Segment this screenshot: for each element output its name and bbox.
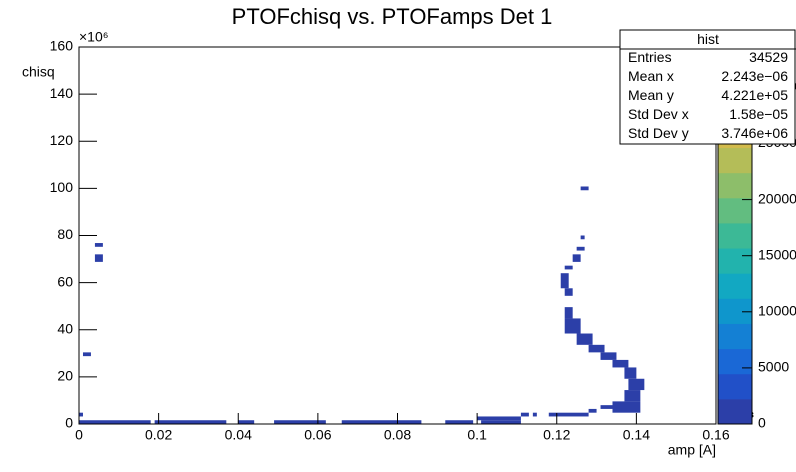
y-axis-label: chisq <box>22 64 55 80</box>
bin <box>238 420 255 424</box>
stats-label: Mean x <box>628 68 674 84</box>
bin <box>481 420 521 424</box>
bin <box>548 412 589 417</box>
palette-band <box>718 222 752 249</box>
bin <box>477 416 521 421</box>
bin <box>560 273 569 289</box>
bin <box>564 288 573 296</box>
palette-band <box>718 248 752 274</box>
palette-band <box>718 323 752 350</box>
x-tick-label: 0 <box>75 427 83 443</box>
bin <box>572 254 581 262</box>
bin <box>94 243 103 247</box>
palette-band <box>718 197 752 224</box>
bin <box>576 246 585 251</box>
y-tick-label: 100 <box>50 179 74 195</box>
palette-band <box>718 147 752 174</box>
plot-area <box>79 186 645 424</box>
z-tick-label: 0 <box>758 415 766 431</box>
bin <box>624 367 637 379</box>
y-tick-label: 140 <box>50 85 74 101</box>
palette-band <box>718 298 752 324</box>
bin <box>612 401 641 413</box>
bin <box>564 307 573 319</box>
bin <box>82 352 91 357</box>
bin <box>94 254 103 262</box>
stats-value: 3.746e+06 <box>721 125 788 141</box>
bin <box>445 420 474 424</box>
x-axis-label: amp [A] <box>668 442 716 458</box>
stats-value: 4.221e+05 <box>721 87 788 103</box>
y-tick-label: 160 <box>50 38 74 54</box>
x-tick-label: 0.14 <box>623 427 650 443</box>
bin <box>274 420 326 424</box>
bin <box>520 412 529 417</box>
z-tick-label: 10000 <box>758 303 796 319</box>
bin <box>580 235 585 240</box>
bin <box>564 318 581 334</box>
x-tick-label: 0.08 <box>384 427 411 443</box>
z-tick-label: 15000 <box>758 246 796 262</box>
bin <box>532 412 537 417</box>
bin <box>624 390 641 402</box>
bin <box>79 420 151 424</box>
stats-value: 2.243e−06 <box>721 68 788 84</box>
palette-band <box>718 398 752 425</box>
bin <box>564 265 573 270</box>
bin <box>600 405 613 409</box>
bin <box>341 420 422 424</box>
palette-band <box>718 348 752 375</box>
palette-band <box>718 172 752 199</box>
x-tick-label: 0.02 <box>145 427 172 443</box>
bin <box>580 186 589 191</box>
stats-label: Mean y <box>628 87 674 103</box>
y-tick-label: 60 <box>57 273 73 289</box>
x-tick-label: 0.04 <box>225 427 252 443</box>
stats-label: Std Dev y <box>628 125 689 141</box>
x-tick-label: 0.06 <box>304 427 331 443</box>
y-tick-label: 40 <box>57 320 73 336</box>
x-tick-label: 0.1 <box>467 427 487 443</box>
bin <box>154 420 227 424</box>
y-tick-label: 0 <box>65 415 73 431</box>
y-tick-label: 120 <box>50 132 74 148</box>
y-multiplier: ×10⁶ <box>79 29 109 45</box>
bin <box>588 408 597 413</box>
stats-label: Std Dev x <box>628 106 689 122</box>
bin <box>576 333 593 345</box>
chart-title: PTOFchisq vs. PTOFamps Det 1 <box>232 4 553 29</box>
z-tick-label: 5000 <box>758 359 789 375</box>
palette-band <box>718 373 752 400</box>
stats-value: 1.58e−05 <box>729 106 788 122</box>
y-tick-label: 20 <box>57 368 73 384</box>
y-tick-label: 80 <box>57 226 73 242</box>
stats-label: Entries <box>628 49 672 65</box>
bin <box>612 359 629 368</box>
palette-band <box>718 273 752 299</box>
x-tick-label: 0.12 <box>543 427 570 443</box>
bin <box>628 378 645 391</box>
bin <box>600 352 617 360</box>
stats-value: 34529 <box>749 49 788 65</box>
x-tick-label: 0.16 <box>702 427 729 443</box>
stats-title: hist <box>697 31 719 47</box>
z-tick-label: 20000 <box>758 190 796 206</box>
bin <box>588 344 605 353</box>
bin <box>79 412 83 417</box>
